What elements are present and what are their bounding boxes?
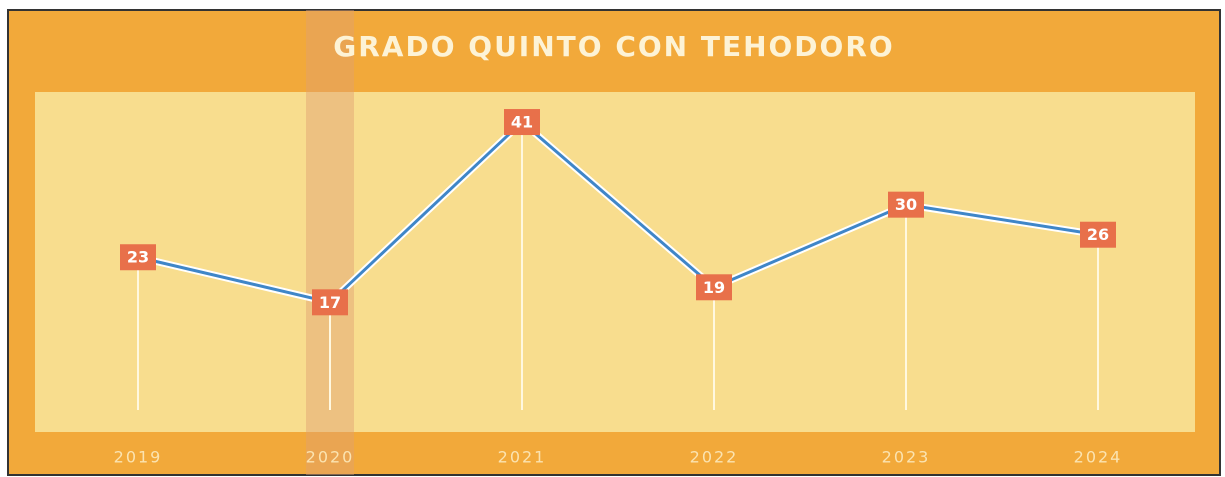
x-tick-label: 2022 xyxy=(690,448,739,467)
data-label-box xyxy=(120,244,156,271)
data-label: 17 xyxy=(319,293,341,312)
x-tick-label: 2020 xyxy=(306,448,355,467)
x-tick-label: 2021 xyxy=(498,448,547,467)
data-label: 23 xyxy=(127,248,149,267)
data-label-box xyxy=(1080,221,1116,248)
x-tick-label: 2023 xyxy=(882,448,931,467)
data-label-box xyxy=(312,289,348,316)
x-tick-label: 2024 xyxy=(1074,448,1123,467)
data-label-box xyxy=(504,109,540,136)
data-label: 30 xyxy=(895,195,917,214)
chart-title: GRADO QUINTO CON TEHODORO xyxy=(333,30,894,63)
line xyxy=(137,120,1099,304)
data-label: 41 xyxy=(511,113,533,132)
data-label: 19 xyxy=(703,278,725,297)
data-label-box xyxy=(888,191,924,218)
data-label: 26 xyxy=(1087,225,1109,244)
plot-area xyxy=(35,92,1195,432)
x-tick-label: 2019 xyxy=(114,448,163,467)
data-label-box xyxy=(696,274,732,301)
